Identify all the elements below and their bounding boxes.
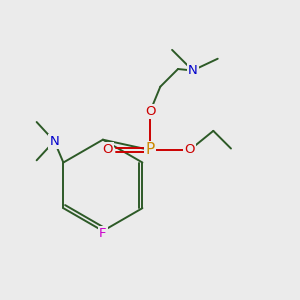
Text: F: F — [99, 227, 106, 240]
Text: O: O — [145, 105, 155, 118]
Text: N: N — [188, 64, 198, 77]
Text: O: O — [102, 143, 112, 157]
Text: P: P — [146, 142, 154, 158]
Text: N: N — [50, 135, 59, 148]
Text: O: O — [184, 143, 195, 157]
